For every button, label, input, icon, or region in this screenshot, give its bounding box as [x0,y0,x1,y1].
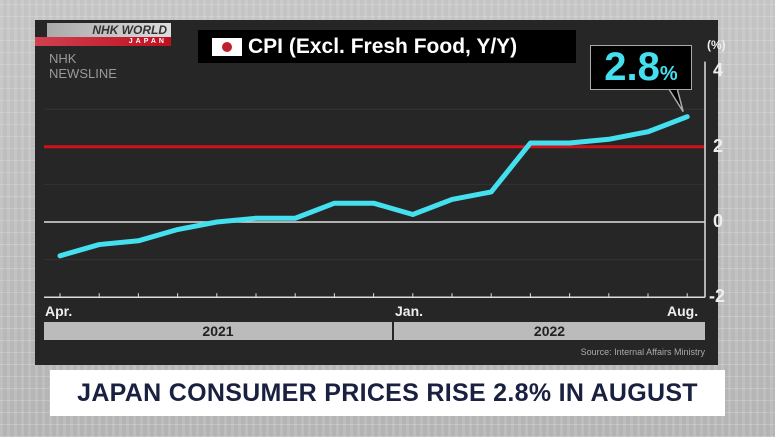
y-axis-unit: (%) [707,38,726,52]
cpi-series-line [57,114,690,259]
value-callout: 2.8% [590,45,692,90]
program-name: NHK NEWSLINE [49,51,117,81]
japan-flag-icon [212,38,242,56]
chart-title: CPI (Excl. Fresh Food, Y/Y) [198,30,576,63]
data-point [97,243,101,247]
data-point [215,220,219,224]
data-point [332,201,336,205]
chart-panel: NHK WORLD JAPAN NHK NEWSLINE CPI (Excl. … [35,20,726,365]
japan-logo-strip: JAPAN [35,37,171,46]
data-point [411,212,415,216]
data-point [58,254,62,258]
callout-value: 2.8 [604,45,660,89]
x-tick-label: Jan. [395,303,424,319]
data-point [607,137,611,141]
x-tick-label: Aug. [667,303,699,319]
year-label-2022: 2022 [394,322,705,340]
data-point [176,228,180,232]
headline-banner: JAPAN CONSUMER PRICES RISE 2.8% IN AUGUS… [50,370,725,416]
data-point [293,216,297,220]
y-tick-label: 0 [713,211,724,231]
data-point [372,201,376,205]
y-tick-label: 2 [713,136,724,156]
nhk-world-logo: NHK WORLD [47,23,171,37]
x-tick-label: Apr. [45,303,73,319]
data-point [646,130,650,134]
y-tick-label: 4 [713,60,724,80]
callout-unit: % [659,63,678,85]
line-chart [44,61,706,298]
data-point [450,197,454,201]
data-point [528,141,532,145]
year-label-2021: 2021 [44,322,392,340]
data-point [254,216,258,220]
source-note: Source: Internal Affairs Ministry [580,347,705,357]
y-tick-label: -2 [709,286,726,306]
data-point [489,190,493,194]
data-point [136,239,140,243]
chart-title-text: CPI (Excl. Fresh Food, Y/Y) [248,35,518,58]
data-point [568,141,572,145]
data-point [685,115,689,119]
